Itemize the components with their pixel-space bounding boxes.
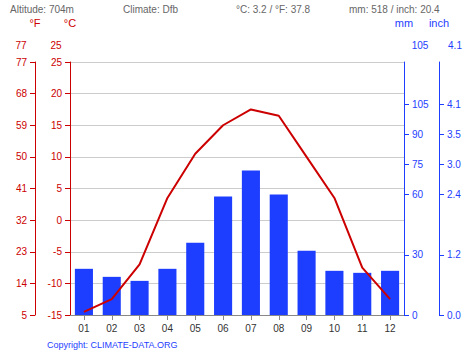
svg-text:3.0: 3.0	[447, 159, 461, 170]
svg-text:5: 5	[56, 183, 62, 194]
svg-text:2.4: 2.4	[447, 189, 461, 200]
svg-text:03: 03	[134, 323, 146, 334]
svg-text:14: 14	[16, 278, 28, 289]
svg-text:50: 50	[16, 151, 28, 162]
svg-text:25: 25	[50, 40, 62, 51]
svg-text:4.1: 4.1	[448, 40, 462, 51]
svg-text:12: 12	[385, 323, 397, 334]
svg-text:5: 5	[21, 310, 27, 321]
svg-text:90: 90	[412, 129, 424, 140]
svg-text:41: 41	[16, 183, 28, 194]
svg-text:Copyright: CLIMATE-DATA.ORG: Copyright: CLIMATE-DATA.ORG	[47, 340, 178, 350]
svg-text:25: 25	[51, 57, 63, 68]
svg-text:05: 05	[190, 323, 202, 334]
svg-text:09: 09	[301, 323, 313, 334]
svg-text:mm: 518 / inch: 20.4: mm: 518 / inch: 20.4	[349, 4, 440, 15]
svg-text:15: 15	[51, 120, 63, 131]
svg-text:30: 30	[412, 249, 424, 260]
svg-text:0: 0	[412, 310, 418, 321]
svg-text:10: 10	[329, 323, 341, 334]
svg-text:105: 105	[412, 40, 429, 51]
svg-text:23: 23	[16, 246, 28, 257]
svg-text:Climate: Dfb: Climate: Dfb	[123, 4, 178, 15]
svg-text:105: 105	[412, 99, 429, 110]
svg-text:02: 02	[106, 323, 118, 334]
svg-text:06: 06	[218, 323, 230, 334]
svg-text:11: 11	[357, 323, 368, 334]
svg-text:32: 32	[16, 215, 28, 226]
svg-text:4.1: 4.1	[447, 99, 461, 110]
svg-text:-5: -5	[53, 246, 62, 257]
svg-text:20: 20	[51, 88, 63, 99]
svg-text:75: 75	[412, 159, 424, 170]
svg-text:°C: °C	[64, 17, 76, 29]
svg-text:0.0: 0.0	[447, 310, 461, 321]
svg-text:-10: -10	[48, 278, 63, 289]
svg-text:01: 01	[78, 323, 90, 334]
svg-text:77: 77	[15, 40, 27, 51]
svg-text:08: 08	[273, 323, 285, 334]
svg-text:mm: mm	[395, 17, 413, 29]
svg-text:59: 59	[16, 120, 28, 131]
svg-text:3.5: 3.5	[447, 129, 461, 140]
svg-text:°C: 3.2 / °F: 37.8: °C: 3.2 / °F: 37.8	[236, 4, 311, 15]
svg-text:77: 77	[16, 57, 28, 68]
svg-text:inch: inch	[429, 17, 449, 29]
svg-text:0: 0	[56, 215, 62, 226]
svg-text:Altitude: 704m: Altitude: 704m	[10, 4, 74, 15]
svg-text:07: 07	[245, 323, 257, 334]
svg-text:-15: -15	[48, 310, 63, 321]
svg-text:1.2: 1.2	[447, 249, 461, 260]
svg-text:04: 04	[162, 323, 174, 334]
svg-text:10: 10	[51, 151, 63, 162]
svg-text:60: 60	[412, 189, 424, 200]
svg-text:68: 68	[16, 88, 28, 99]
svg-text:°F: °F	[29, 17, 40, 29]
